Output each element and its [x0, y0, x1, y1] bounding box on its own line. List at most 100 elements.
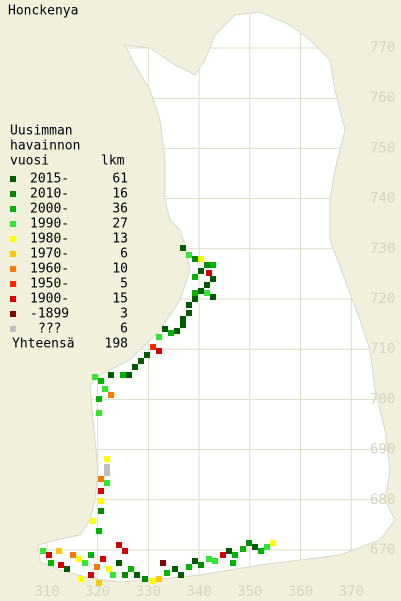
- x-axis-label: 360: [288, 584, 313, 600]
- legend-count: 36: [112, 202, 128, 217]
- grid-square: [230, 560, 236, 566]
- grid-square: [90, 518, 96, 524]
- legend-label: ???: [38, 322, 61, 337]
- grid-square: [210, 276, 216, 282]
- legend-swatch: [10, 281, 16, 287]
- legend-header: vuosi: [10, 154, 49, 169]
- legend-label: 1900-: [30, 292, 69, 307]
- grid-square: [156, 576, 162, 582]
- grid-square: [204, 282, 210, 288]
- grid-square: [142, 576, 148, 582]
- grid-square: [204, 262, 210, 268]
- grid-square: [186, 302, 192, 308]
- observation-squares: [40, 245, 276, 586]
- legend-label: 1960-: [30, 262, 69, 277]
- grid-square: [164, 570, 170, 576]
- x-axis-label: 340: [186, 584, 211, 600]
- grid-square: [258, 548, 264, 554]
- grid-square: [210, 294, 216, 300]
- grid-square: [198, 562, 204, 568]
- grid-square: [92, 374, 98, 380]
- grid-square: [186, 252, 192, 258]
- grid-square: [106, 566, 112, 572]
- y-axis-label: 670: [370, 542, 395, 558]
- y-axis-label: 760: [370, 90, 395, 106]
- grid-square: [98, 508, 104, 514]
- legend-label: 1990-: [30, 217, 69, 232]
- grid-square: [168, 330, 174, 336]
- grid-square: [174, 328, 180, 334]
- grid-square: [138, 358, 144, 364]
- grid-square: [204, 290, 210, 296]
- grid-square: [122, 548, 128, 554]
- x-axis-label: 350: [237, 584, 262, 600]
- legend-label: 1950-: [30, 277, 69, 292]
- grid-square: [186, 310, 192, 316]
- grid-square: [94, 564, 100, 570]
- grid-square: [206, 270, 212, 276]
- grid-square: [98, 498, 104, 504]
- grid-square: [264, 544, 270, 550]
- grid-square: [110, 572, 116, 578]
- grid-square: [120, 372, 126, 378]
- legend-count: 6: [120, 322, 128, 337]
- grid-square: [226, 548, 232, 554]
- legend-count: 5: [120, 277, 128, 292]
- legend-count: 13: [112, 232, 128, 247]
- grid-square: [198, 268, 204, 274]
- legend-swatch: [10, 326, 16, 332]
- grid-square: [150, 578, 156, 584]
- grid-square: [134, 572, 140, 578]
- legend-swatch: [10, 206, 16, 212]
- grid-square: [116, 560, 122, 566]
- legend-swatch: [10, 191, 16, 197]
- grid-square: [98, 476, 104, 482]
- grid-square: [104, 456, 110, 462]
- grid-square: [126, 372, 132, 378]
- y-axis-label: 690: [370, 442, 395, 458]
- y-axis-label: 680: [370, 492, 395, 508]
- x-axis-label: 370: [339, 584, 364, 600]
- grid-square: [76, 556, 82, 562]
- grid-square: [40, 548, 46, 554]
- grid-square: [96, 396, 102, 402]
- legend-swatch: [10, 251, 16, 257]
- grid-square: [108, 392, 114, 398]
- title: Honckenya: [8, 4, 78, 19]
- grid-square: [132, 364, 138, 370]
- legend-label: 2010-: [30, 187, 69, 202]
- grid-square: [180, 245, 186, 251]
- y-axis-label: 720: [370, 291, 395, 307]
- legend-label: 1970-: [30, 247, 69, 262]
- legend-label: 1980-: [30, 232, 69, 247]
- grid-square: [180, 322, 186, 328]
- y-axis-label: 740: [370, 191, 395, 207]
- grid-square: [232, 552, 238, 558]
- legend-count: 3: [120, 307, 128, 322]
- grid-square: [144, 352, 150, 358]
- grid-square: [246, 540, 252, 546]
- legend-total-label: Yhteensä: [12, 337, 75, 352]
- grid-square: [180, 316, 186, 322]
- grid-square: [96, 410, 102, 416]
- x-axis-label: 310: [34, 584, 59, 600]
- grid-square: [64, 566, 70, 572]
- grid-square: [98, 378, 104, 384]
- legend-label: -1899: [30, 307, 69, 322]
- legend-count-header: lkm: [101, 154, 125, 169]
- legend-label: 2015-: [30, 172, 69, 187]
- grid-square: [192, 296, 198, 302]
- grid-square: [240, 546, 246, 552]
- grid-square: [206, 556, 212, 562]
- legend-swatch: [10, 221, 16, 227]
- grid-square: [198, 288, 204, 294]
- grid-square: [192, 558, 198, 564]
- x-axis-label: 330: [136, 584, 161, 600]
- grid-square: [46, 552, 52, 558]
- legend-swatch: [10, 236, 16, 242]
- legend-total: 198: [105, 337, 128, 352]
- grid-square: [186, 564, 192, 570]
- grid-square: [162, 326, 168, 332]
